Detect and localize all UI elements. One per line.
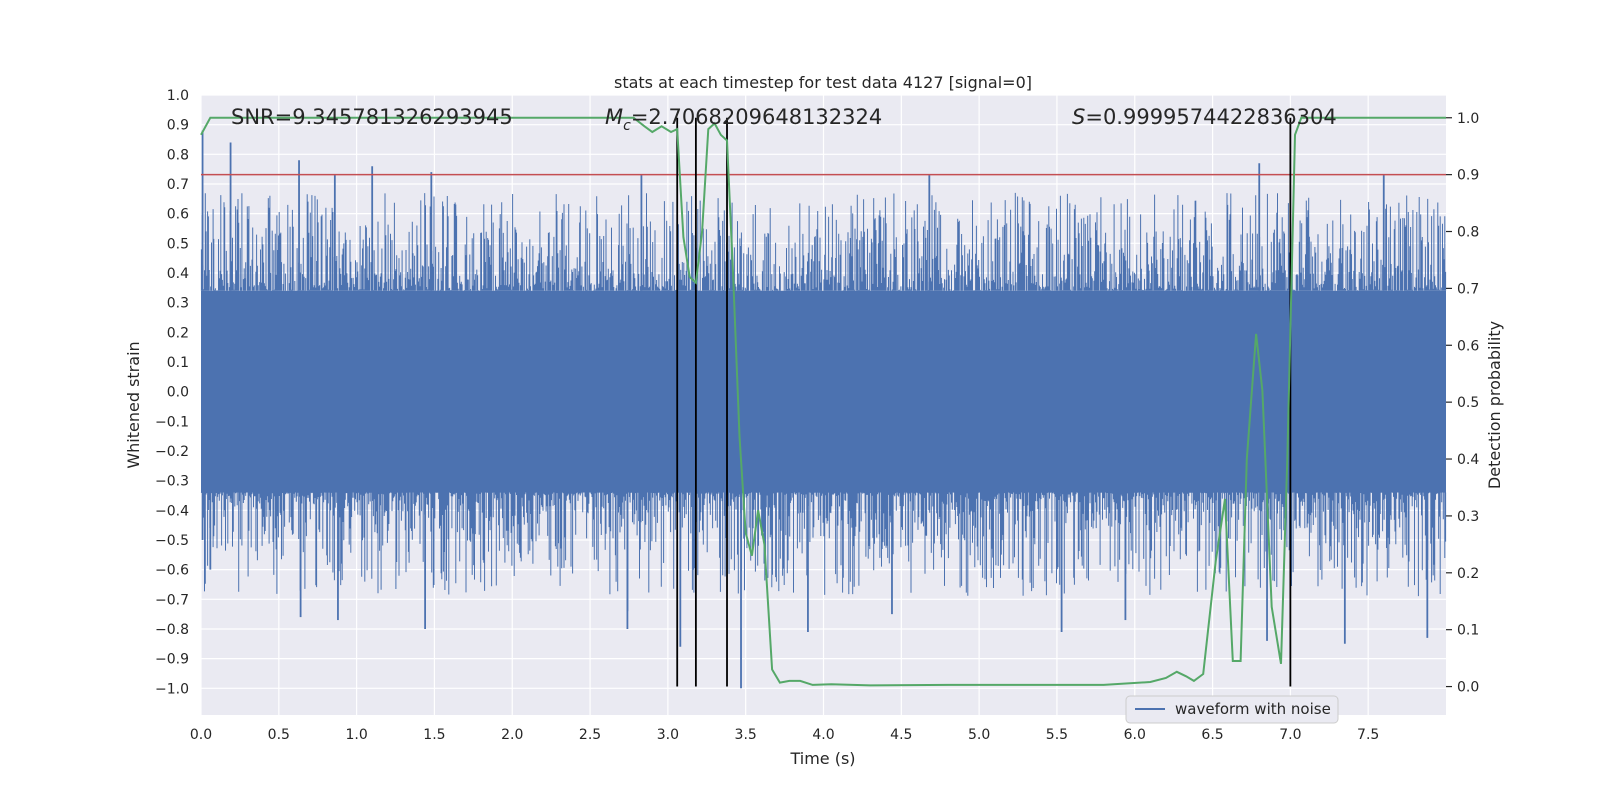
waveform-upper-noise <box>200 192 1447 291</box>
y-tick-label-4: 0.6 <box>167 207 189 223</box>
y2-tick-label-6: 0.4 <box>1457 452 1479 468</box>
y2-tick-label-8: 0.2 <box>1457 566 1479 582</box>
y2-tick-label-7: 0.3 <box>1457 509 1479 525</box>
legend-box <box>1125 695 1339 724</box>
x-tick-label-5: 2.5 <box>579 727 601 743</box>
y-tick-label-7: 0.3 <box>167 296 189 312</box>
annotation-s-symbol: S <box>1072 105 1085 129</box>
annotation-s: S=0.9999574422836304 <box>1072 105 1337 129</box>
x-tick-label-15: 7.5 <box>1357 727 1379 743</box>
y2-tick-label-2: 0.8 <box>1457 225 1479 241</box>
waveform-band <box>201 290 1446 493</box>
y-tick-label-6: 0.4 <box>167 266 189 282</box>
y-tick-label-12: −0.2 <box>155 444 189 460</box>
y-tick-label-20: −1.0 <box>155 681 189 697</box>
y-tick-label-1: 0.9 <box>167 118 189 134</box>
y2-tick-label-3: 0.7 <box>1457 281 1479 297</box>
x-tick-label-7: 3.5 <box>735 727 757 743</box>
x-tick-label-11: 5.5 <box>1046 727 1068 743</box>
legend-label-waveform: waveform with noise <box>1175 700 1331 718</box>
y-tick-label-15: −0.5 <box>155 533 189 549</box>
x-tick-label-3: 1.5 <box>423 727 445 743</box>
y2-tick-label-4: 0.6 <box>1457 338 1479 354</box>
waveform-series <box>200 130 1447 689</box>
x-tick-label-8: 4.0 <box>812 727 834 743</box>
x-tick-label-2: 1.0 <box>345 727 367 743</box>
y-tick-label-8: 0.2 <box>167 325 189 341</box>
y-tick-label-9: 0.1 <box>167 355 189 371</box>
x-ticks: 0.0 0.5 1.0 1.5 2.0 2.5 3.0 3.5 4.0 4.5 5.0 5.5 6.0 6… <box>190 727 1379 743</box>
annotation-s-value: =0.9999574422836304 <box>1085 105 1336 129</box>
y-tick-label-13: −0.3 <box>155 474 189 490</box>
x-tick-label-9: 4.5 <box>890 727 912 743</box>
x-tick-label-6: 3.0 <box>657 727 679 743</box>
annotation-snr: SNR=9.345781326293945 <box>231 105 513 129</box>
x-tick-label-14: 7.0 <box>1279 727 1301 743</box>
y2-tick-label-0: 1.0 <box>1457 111 1479 127</box>
annotation-chirp-mass-symbol: M <box>605 105 623 129</box>
x-tick-label-1: 0.5 <box>268 727 290 743</box>
y-ticks: 1.0 0.9 0.8 0.7 0.6 0.5 0.4 0.3 0.2 0.1 0.0 −0.1 −0.… <box>155 88 189 697</box>
y-tick-label-17: −0.7 <box>155 592 189 608</box>
y-tick-label-16: −0.6 <box>155 563 189 579</box>
y2-ticks: 1.0 0.9 0.8 0.7 0.6 0.5 0.4 0.3 0.2 0.1 0.0 <box>1446 111 1479 696</box>
probability-line <box>200 116 1446 687</box>
x-tick-label-0: 0.0 <box>190 727 212 743</box>
y2-tick-label-5: 0.5 <box>1457 395 1479 411</box>
annotation-chirp-mass: Mc=2.7068209648132324 <box>605 105 882 134</box>
y-tick-label-3: 0.7 <box>167 177 189 193</box>
y-tick-label-5: 0.5 <box>167 236 189 252</box>
x-axis-label: Time (s) <box>789 749 855 768</box>
x-tick-label-10: 5.0 <box>968 727 990 743</box>
y-tick-label-14: −0.4 <box>155 503 189 519</box>
x-tick-label-4: 2.0 <box>501 727 523 743</box>
y-axis-label: Whitened strain <box>124 341 143 468</box>
x-tick-label-12: 6.0 <box>1124 727 1146 743</box>
y-tick-label-2: 0.8 <box>167 147 189 163</box>
annotation-chirp-mass-value: =2.7068209648132324 <box>631 105 882 129</box>
y-tick-label-0: 1.0 <box>167 88 189 104</box>
y-tick-label-11: −0.1 <box>155 414 189 430</box>
legend: waveform with noise <box>1125 695 1339 724</box>
y2-tick-label-9: 0.1 <box>1457 623 1479 639</box>
chart-title: stats at each timestep for test data 412… <box>614 73 1032 92</box>
y-tick-label-18: −0.8 <box>155 622 189 638</box>
probability-series <box>200 116 1446 687</box>
y2-axis-label: Detection probability <box>1485 321 1504 489</box>
y2-tick-label-1: 0.9 <box>1457 168 1479 184</box>
x-tick-label-13: 6.5 <box>1201 727 1223 743</box>
y-tick-label-10: 0.0 <box>167 385 189 401</box>
annotation-chirp-mass-subscript: c <box>623 118 631 134</box>
y-tick-label-19: −0.9 <box>155 652 189 668</box>
y2-tick-label-10: 0.0 <box>1457 680 1479 696</box>
vertical-lines <box>676 117 1292 687</box>
